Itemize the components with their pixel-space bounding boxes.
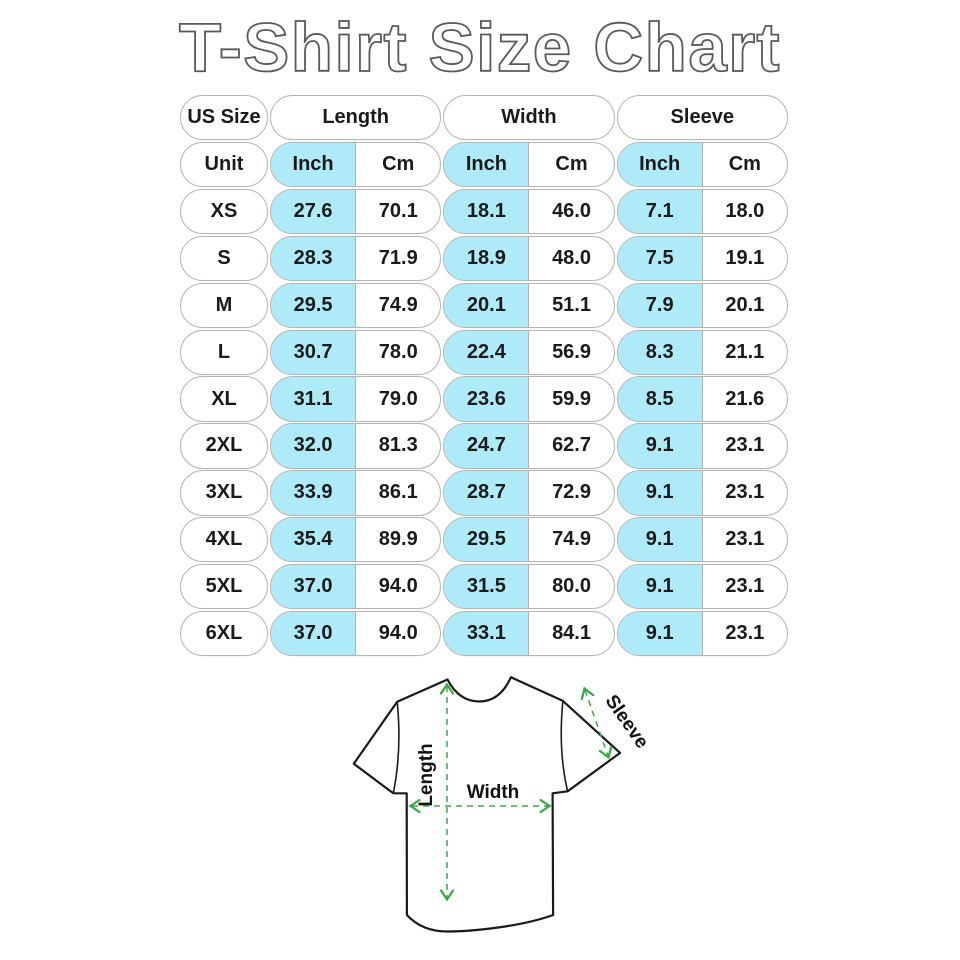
svg-text:Length: Length xyxy=(416,743,437,806)
svg-text:Width: Width xyxy=(467,782,520,803)
